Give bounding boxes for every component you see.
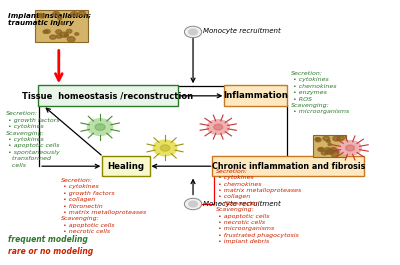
Circle shape: [330, 151, 334, 153]
Circle shape: [58, 17, 62, 20]
FancyBboxPatch shape: [38, 85, 178, 106]
Text: Tissue  homeostasis /reconstruction: Tissue homeostasis /reconstruction: [22, 91, 194, 100]
Circle shape: [325, 148, 331, 152]
Circle shape: [326, 140, 330, 143]
Text: Inflammation: Inflammation: [223, 91, 288, 100]
Circle shape: [189, 201, 197, 207]
Circle shape: [70, 12, 78, 16]
Circle shape: [45, 30, 50, 33]
Circle shape: [189, 29, 197, 35]
Circle shape: [78, 11, 86, 16]
Circle shape: [56, 30, 62, 34]
Text: frequent modeling: frequent modeling: [8, 235, 88, 244]
Text: Secretion:
 • cytokines
 • growth factors
 • collagen
 • fibronectin
 • matrix m: Secretion: • cytokines • growth factors …: [61, 178, 146, 234]
Text: Secretion:
 • cytokines
 • chemokines
 • matrix metalloproteases
 • collagen
 • : Secretion: • cytokines • chemokines • ma…: [216, 169, 302, 244]
Circle shape: [318, 147, 324, 151]
Circle shape: [214, 124, 223, 130]
Circle shape: [61, 23, 64, 25]
Circle shape: [321, 151, 328, 155]
Circle shape: [323, 136, 330, 140]
Circle shape: [53, 12, 59, 16]
Circle shape: [338, 136, 344, 140]
FancyBboxPatch shape: [35, 10, 88, 42]
Text: Implant installation;
traumatic injury: Implant installation; traumatic injury: [8, 12, 91, 26]
Circle shape: [39, 14, 45, 18]
Circle shape: [160, 145, 170, 151]
Circle shape: [328, 143, 332, 145]
Circle shape: [184, 26, 202, 38]
Text: Monocyte recruitment: Monocyte recruitment: [203, 201, 281, 207]
Text: Monocyte recruitment: Monocyte recruitment: [203, 28, 281, 34]
Circle shape: [315, 138, 320, 140]
Circle shape: [64, 34, 68, 37]
Circle shape: [56, 35, 62, 38]
Circle shape: [67, 37, 75, 42]
Circle shape: [95, 124, 105, 130]
Circle shape: [43, 30, 48, 33]
Circle shape: [184, 198, 202, 210]
FancyBboxPatch shape: [212, 156, 364, 176]
Circle shape: [50, 35, 56, 39]
Text: Secretion:
 • cytokines
 • chemokines
 • enzymes
 • ROS
Scavenging:
 • microorga: Secretion: • cytokines • chemokines • en…: [291, 71, 349, 114]
FancyBboxPatch shape: [224, 85, 287, 106]
Circle shape: [325, 151, 331, 154]
Circle shape: [88, 119, 113, 135]
Circle shape: [65, 34, 68, 36]
Circle shape: [336, 149, 340, 152]
Circle shape: [318, 148, 323, 151]
Circle shape: [346, 145, 354, 151]
FancyBboxPatch shape: [313, 135, 346, 157]
Circle shape: [75, 33, 79, 35]
Circle shape: [38, 14, 43, 16]
Circle shape: [333, 136, 340, 141]
Circle shape: [330, 151, 334, 153]
Circle shape: [339, 141, 361, 155]
Text: Secretion:
 • growth factors
 • cytokines
Scavenging:
 • cytokines
 • apoptotic : Secretion: • growth factors • cytokines …: [6, 112, 60, 168]
Circle shape: [315, 138, 321, 142]
Text: Healing: Healing: [107, 162, 144, 171]
Circle shape: [207, 120, 229, 134]
FancyBboxPatch shape: [102, 156, 150, 176]
Circle shape: [331, 147, 336, 151]
Circle shape: [331, 152, 339, 157]
Circle shape: [327, 149, 334, 154]
Circle shape: [153, 140, 177, 156]
Circle shape: [60, 32, 68, 37]
Text: rare or no modeling: rare or no modeling: [8, 247, 93, 256]
Circle shape: [66, 29, 72, 33]
Text: Chronic inflammation and fibrosis: Chronic inflammation and fibrosis: [212, 162, 365, 171]
